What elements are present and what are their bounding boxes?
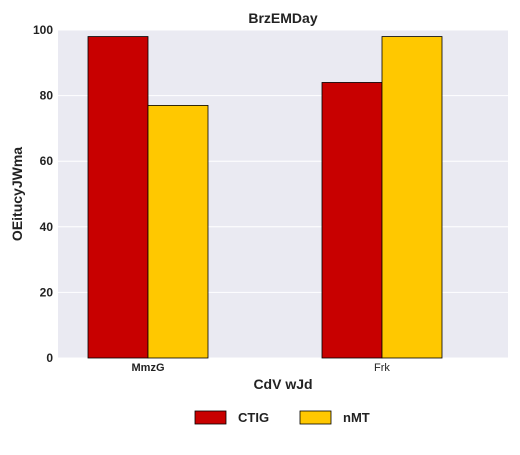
bars — [87, 36, 443, 359]
y-tick-label: 80 — [40, 89, 54, 103]
x-tick-labels: MmzG Frk — [132, 362, 391, 374]
bar — [87, 36, 149, 359]
y-tick-label: 0 — [46, 351, 53, 365]
legend-swatch-ctig — [194, 410, 227, 425]
legend: CTIG nMT — [194, 410, 370, 425]
chart-title: BrzEMDay — [248, 10, 317, 26]
bar — [321, 82, 383, 359]
y-tick-label: 20 — [40, 285, 54, 299]
x-tick-label: Frk — [374, 362, 390, 374]
x-axis-label: CdV wJd — [253, 376, 312, 392]
bar — [381, 36, 443, 359]
y-axis-label: OEitucyJWma — [9, 147, 25, 241]
y-tick-label: 100 — [33, 23, 53, 37]
bar — [147, 105, 209, 359]
y-tick-labels: 0 20 40 60 80 100 — [33, 23, 53, 365]
legend-swatch-nmt — [299, 410, 332, 425]
y-tick-label: 60 — [40, 154, 54, 168]
legend-label-nmt: nMT — [343, 410, 370, 425]
x-tick-label: MmzG — [132, 362, 165, 374]
legend-label-ctig: CTIG — [238, 410, 269, 425]
y-tick-label: 40 — [40, 220, 54, 234]
